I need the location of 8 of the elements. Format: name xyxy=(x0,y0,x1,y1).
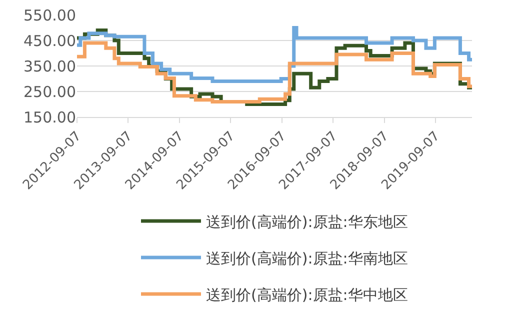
y-tick-label: 550.00 xyxy=(24,6,76,24)
y-tick-label: 350.00 xyxy=(24,57,76,76)
y-tick-label: 250.00 xyxy=(24,82,76,101)
legend-label: 送到价(高端价):原盐:华中地区 xyxy=(206,286,408,304)
y-tick-label: 150.00 xyxy=(24,108,76,126)
legend-label: 送到价(高端价):原盐:华南地区 xyxy=(206,249,408,268)
y-tick-label: 450.00 xyxy=(24,32,76,50)
legend-label: 送到价(高端价):原盐:华东地区 xyxy=(206,212,408,231)
